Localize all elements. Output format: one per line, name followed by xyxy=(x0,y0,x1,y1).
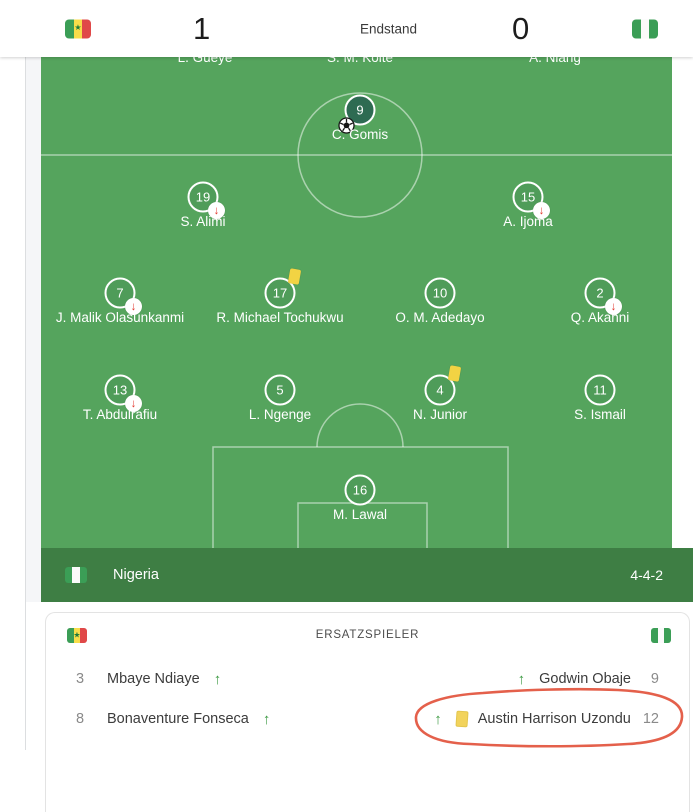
player-number: 10 xyxy=(432,285,448,301)
senegal-flag-icon: ★ xyxy=(65,19,91,38)
player-number: 13 xyxy=(112,382,128,398)
away-score: 0 xyxy=(512,10,530,46)
senegal-flag-icon: ★ xyxy=(67,628,87,643)
player-name: N. Junior xyxy=(412,407,468,422)
player-number: 5 xyxy=(276,382,284,398)
player-number-circle: 5 xyxy=(264,374,296,406)
nigeria-flag-icon xyxy=(65,567,87,583)
player-name: R. Michael Tochukwu xyxy=(216,310,344,325)
score-header: ★ 1 Endstand 0 xyxy=(0,0,693,57)
player-number-circle: 7 xyxy=(104,277,136,309)
substitutes-title: ERSATZSPIELER xyxy=(315,629,420,641)
substitutes-row: 3 Mbaye Ndiaye ↑ ↑ Godwin Obaje 9 xyxy=(46,659,689,699)
substitutes-card: ★ ERSATZSPIELER 3 Mbaye Ndiaye ↑ ↑ Godwi… xyxy=(45,612,690,812)
player-number: 4 xyxy=(436,382,444,398)
player-name: A. Ijoma xyxy=(503,214,553,229)
substitute-name: Austin Harrison Uzondu xyxy=(477,711,631,727)
sub-in-icon: ↑ xyxy=(213,670,222,688)
sub-out-icon: ↓ xyxy=(208,202,225,219)
match-status-label: Endstand xyxy=(360,21,418,36)
nigeria-flag-icon xyxy=(632,19,658,38)
substitute-name: Godwin Obaje xyxy=(539,671,631,687)
substitute-number: 9 xyxy=(650,671,659,687)
player-name: S. Alimi xyxy=(180,214,226,229)
substitutes-row: 8 Bonaventure Fonseca ↑ ↑ Austin Harriso… xyxy=(46,699,689,739)
goal-ball-icon xyxy=(338,117,355,134)
team-formation: 4-4-2 xyxy=(630,567,663,583)
player-name: J. Malik Olasunkanmi xyxy=(55,310,185,325)
player-name: S. Ismail xyxy=(574,407,626,422)
player-number: 9 xyxy=(356,102,364,118)
player-number-circle: 2 xyxy=(584,277,616,309)
sub-in-icon: ↑ xyxy=(517,670,526,688)
page-divider-line xyxy=(25,57,26,750)
page-background-strip xyxy=(26,57,41,602)
senegal-star-icon: ★ xyxy=(73,630,81,640)
substitute-name: Bonaventure Fonseca xyxy=(107,711,249,727)
player-name: L. Ngenge xyxy=(248,407,312,422)
player-number-circle: 10 xyxy=(424,277,456,309)
sub-out-icon: ↓ xyxy=(125,395,142,412)
substitute-number: 12 xyxy=(642,711,659,727)
player-number-circle: 16 xyxy=(344,474,376,506)
player-name: Q. Akanni xyxy=(570,310,630,325)
player-number-circle: 13 xyxy=(104,374,136,406)
player-number: 11 xyxy=(593,382,607,398)
nigeria-flag-icon xyxy=(651,628,671,643)
player-number: 15 xyxy=(520,189,536,205)
player-name: M. Lawal xyxy=(332,507,388,522)
substitute-number: 3 xyxy=(76,671,85,687)
player-number-circle: 15 xyxy=(512,181,544,213)
senegal-star-icon: ★ xyxy=(74,23,82,33)
team-bar: Nigeria 4-4-2 xyxy=(41,548,693,602)
team-name: Nigeria xyxy=(113,567,159,583)
player-name: T. Abdulrafiu xyxy=(82,407,158,422)
player-name: C. Gomis xyxy=(331,127,389,142)
player-number-circle: 11 xyxy=(584,374,616,406)
sub-out-icon: ↓ xyxy=(533,202,550,219)
substitute-away-uzondu[interactable]: ↑ Austin Harrison Uzondu 12 xyxy=(434,711,659,728)
home-score: 1 xyxy=(193,10,211,46)
player-name: O. M. Adedayo xyxy=(395,310,485,325)
substitute-number: 8 xyxy=(76,711,85,727)
player-number: 7 xyxy=(116,285,124,301)
substitute-name: Mbaye Ndiaye xyxy=(107,671,200,687)
player-number: 2 xyxy=(596,285,604,301)
player-number: 17 xyxy=(272,285,288,301)
sub-in-icon: ↑ xyxy=(434,710,442,728)
yellow-card-icon xyxy=(455,710,469,728)
sub-in-icon: ↑ xyxy=(262,710,271,728)
substitute-home-ndiaye[interactable]: 3 Mbaye Ndiaye ↑ xyxy=(76,671,221,688)
lineup-pitch: L. Gueye S. M. Kolte A. Niang 9 C. Gomis… xyxy=(41,57,672,548)
substitute-away-obaje[interactable]: ↑ Godwin Obaje 9 xyxy=(518,671,659,688)
sub-out-icon: ↓ xyxy=(605,298,622,315)
player-number: 16 xyxy=(352,482,368,498)
substitutes-header: ★ ERSATZSPIELER xyxy=(46,613,689,659)
sub-out-icon: ↓ xyxy=(125,298,142,315)
player-name-cutoff: L. Gueye xyxy=(177,57,233,65)
player-name-cutoff: S. M. Kolte xyxy=(326,57,394,65)
player-number: 19 xyxy=(195,189,211,205)
player-name-cutoff: A. Niang xyxy=(529,57,581,65)
substitute-home-fonseca[interactable]: 8 Bonaventure Fonseca ↑ xyxy=(76,711,270,728)
